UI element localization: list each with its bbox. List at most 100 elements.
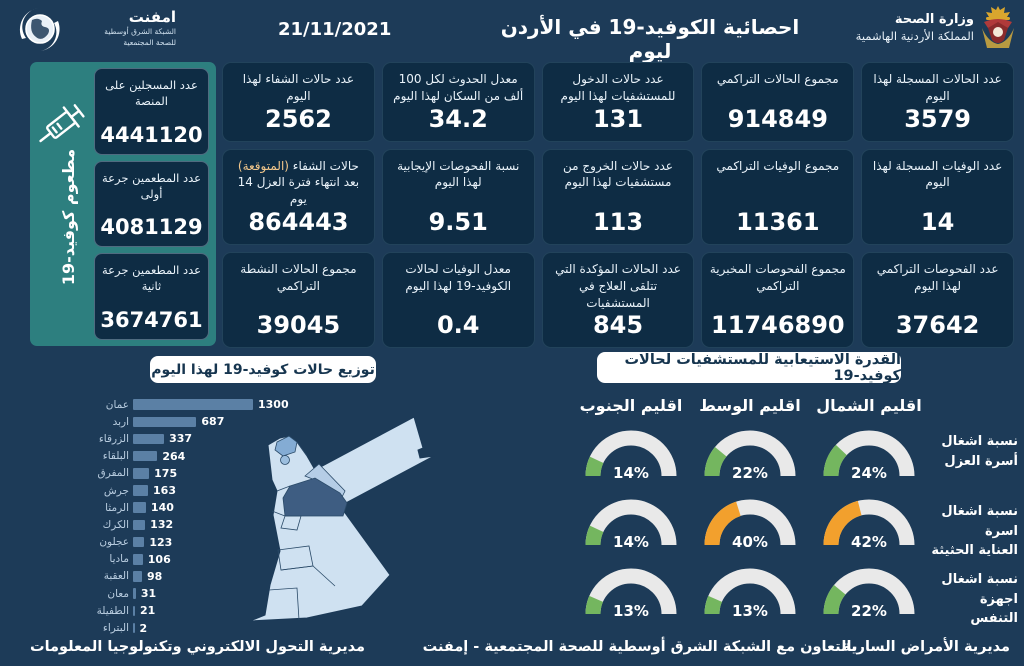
bar-value: 2 [139,621,148,635]
stat-card-label: عدد حالات الخروج من مستشفيات لهذا اليوم [563,158,673,190]
stat-card-label: معدل الحدوث لكل 100 ألف من السكان لهذا ا… [393,72,524,103]
bar [133,485,149,496]
bar [133,399,253,410]
bar-row: الطفيلة 21 [85,602,415,619]
footer-collaboration-note: بالتعاون مع الشبكة الشرق أوسطية للصحة ال… [422,639,858,655]
capacity-gauge: 42% [821,496,917,552]
stat-card: معدل الوفيات لحالات الكوفيد-19 لهذا اليو… [381,251,535,349]
vaccination-panel: مطعوم كوفيد-19 عدد المسجلين على المنصة 44… [30,62,216,346]
emphnet-subline-2: للصحة المجتمعية [123,38,176,48]
capacity-gauge: 14% [583,496,679,552]
bar [133,571,143,582]
stat-card-value: 131 [592,104,644,133]
bar-category-label: اربد [112,415,129,428]
stat-card-label: معدل الوفيات لحالات الكوفيد-19 لهذا اليو… [405,261,512,293]
bar-row: عمان 1300 [85,396,415,413]
bar [133,519,146,531]
bar [133,468,150,479]
bar [133,588,136,599]
stat-card-label: عدد حالات الدخول للمستشفيات لهذا اليوم [560,72,676,103]
bar-category-label: عمان [105,398,129,411]
bar [133,450,158,462]
stat-card: عدد حالات الدخول للمستشفيات لهذا اليوم 13… [541,62,695,142]
bar-category-label: المفرق [97,467,129,480]
syringe-icon [39,104,85,143]
bar-row: ماديا 106 [85,551,415,568]
bar-row: البتراء 2 [85,619,415,636]
bar-row: البلقاء 264 [85,448,415,465]
stat-card-label: مجموع الحالات التراكمي [716,72,839,86]
stat-card: عدد الحالات المؤكدة التي تتلقى العلاج في… [541,251,695,349]
stat-card-value: 2562 [265,104,332,133]
bar [133,605,135,617]
stat-card: عدد المطعمين جرعة ثانية 3674761 [94,253,209,341]
gauge-percent-label: 22% [732,464,768,482]
stat-card-label: عدد الحالات المسجلة لهذا اليوم [873,72,1002,103]
gauge-row-ventilators: 13% 13% 22% [583,565,917,621]
stat-card-label: مجموع الحالات النشطة التراكمي [240,261,357,293]
bar-category-label: الكرك [102,518,129,531]
gauge-arc [585,430,677,477]
bar-row: الكرك 132 [85,516,415,533]
gauge-percent-label: 13% [613,602,649,620]
bar-value: 337 [169,432,193,446]
vaccination-cards: عدد المسجلين على المنصة 4441120 عدد المطعم… [94,68,209,341]
bar-category-label: عجلون [99,536,129,549]
gauge-percent-label: 22% [851,602,887,620]
gauge-arc [585,568,677,615]
stat-card-value: 14 [920,207,955,236]
stat-card-value: 3579 [904,104,971,133]
gauge-percent-label: 13% [732,602,768,620]
bar-value: 264 [162,449,186,463]
bar-value: 175 [154,466,178,480]
footer-directorate-it: مديرية التحول الالكتروني وتكنولوجيا المع… [30,639,365,655]
ministry-kingdom: المملكة الأردنية الهاشمية [855,29,974,43]
stat-card: عدد حالات الشفاء لهذا اليوم 2562 [222,62,375,142]
stat-card-value: 864443 [248,207,349,236]
stat-card-label: عدد المسجلين على المنصة [105,78,198,109]
capacity-row-label-ventilators: نسبة اشغال اجهزة التنفس [941,572,1018,626]
footer-directorate-communicable-diseases: مديرية الأمراض السارية [842,639,1010,655]
bar-chart-rows: عمان 1300 اربد 687 الزرقاء 337 البلقاء 264 المفر… [85,396,415,637]
bar-row: الزرقاء 337 [85,430,415,447]
bar-row: المفرق 175 [85,465,415,482]
bar-value: 163 [153,484,176,498]
bar-value: 1300 [258,398,289,412]
bar-value: 106 [147,552,171,566]
stat-card-value: 34.2 [428,104,488,133]
gauge-percent-label: 14% [613,533,649,551]
gauge-arc [585,499,677,546]
stat-grid: عدد الحالات المسجلة لهذا اليوم 3579 مجموع … [222,62,1014,349]
emphnet-logo-globe-icon [19,8,60,51]
report-date: 21/11/2021 [278,19,392,40]
gauge-arc [704,499,796,546]
bar-category-label: الرمثا [105,501,129,514]
ministry-block: وزارة الصحة المملكة الأردنية الهاشمية [822,12,974,43]
bar-row: عجلون 123 [85,534,415,551]
stat-card-label: عدد حالات الشفاء لهذا اليوم [242,72,355,103]
map-internal-borders [268,441,336,621]
capacity-title: القدرة الاستيعابية للمستشفيات لحالات كوف… [597,352,901,384]
gauge-percent-label: 42% [851,533,887,551]
bar [133,416,197,428]
capacity-gauge: 22% [702,427,798,483]
bar-row: معان 31 [85,585,415,602]
bar-category-label: الطفيلة [96,604,129,617]
region-header-south: اقليم الجنوب [579,396,683,415]
stat-card-value: 9.51 [428,207,488,236]
stat-card: عدد الحالات المسجلة لهذا اليوم 3579 [861,62,1014,142]
capacity-gauge: 13% [702,565,798,621]
stat-card-label: عدد الوفيات المسجلة لهذا اليوم [872,158,1003,190]
bar-chart-title: توزيع حالات كوفيد-19 لهذا اليوم [150,356,376,383]
stat-card: مجموع الحالات النشطة التراكمي 39045 [222,251,375,349]
gauge-row-isolation-beds: 14% 22% 24% [583,427,917,483]
vaccination-side-label: مطعوم كوفيد-19 [59,148,78,286]
gauge-arc [823,499,915,546]
capacity-row-label-icu: نسبة اشغال اسرة العناية الحثيثة [931,504,1018,558]
capacity-gauge: 24% [821,427,917,483]
bar [133,502,146,513]
stat-card: عدد حالات الخروج من مستشفيات لهذا اليوم 1… [541,148,695,245]
stat-card: مجموع الحالات التراكمي 914849 [701,62,855,142]
stat-card: مجموع الوفيات التراكمي 11361 [701,148,855,245]
